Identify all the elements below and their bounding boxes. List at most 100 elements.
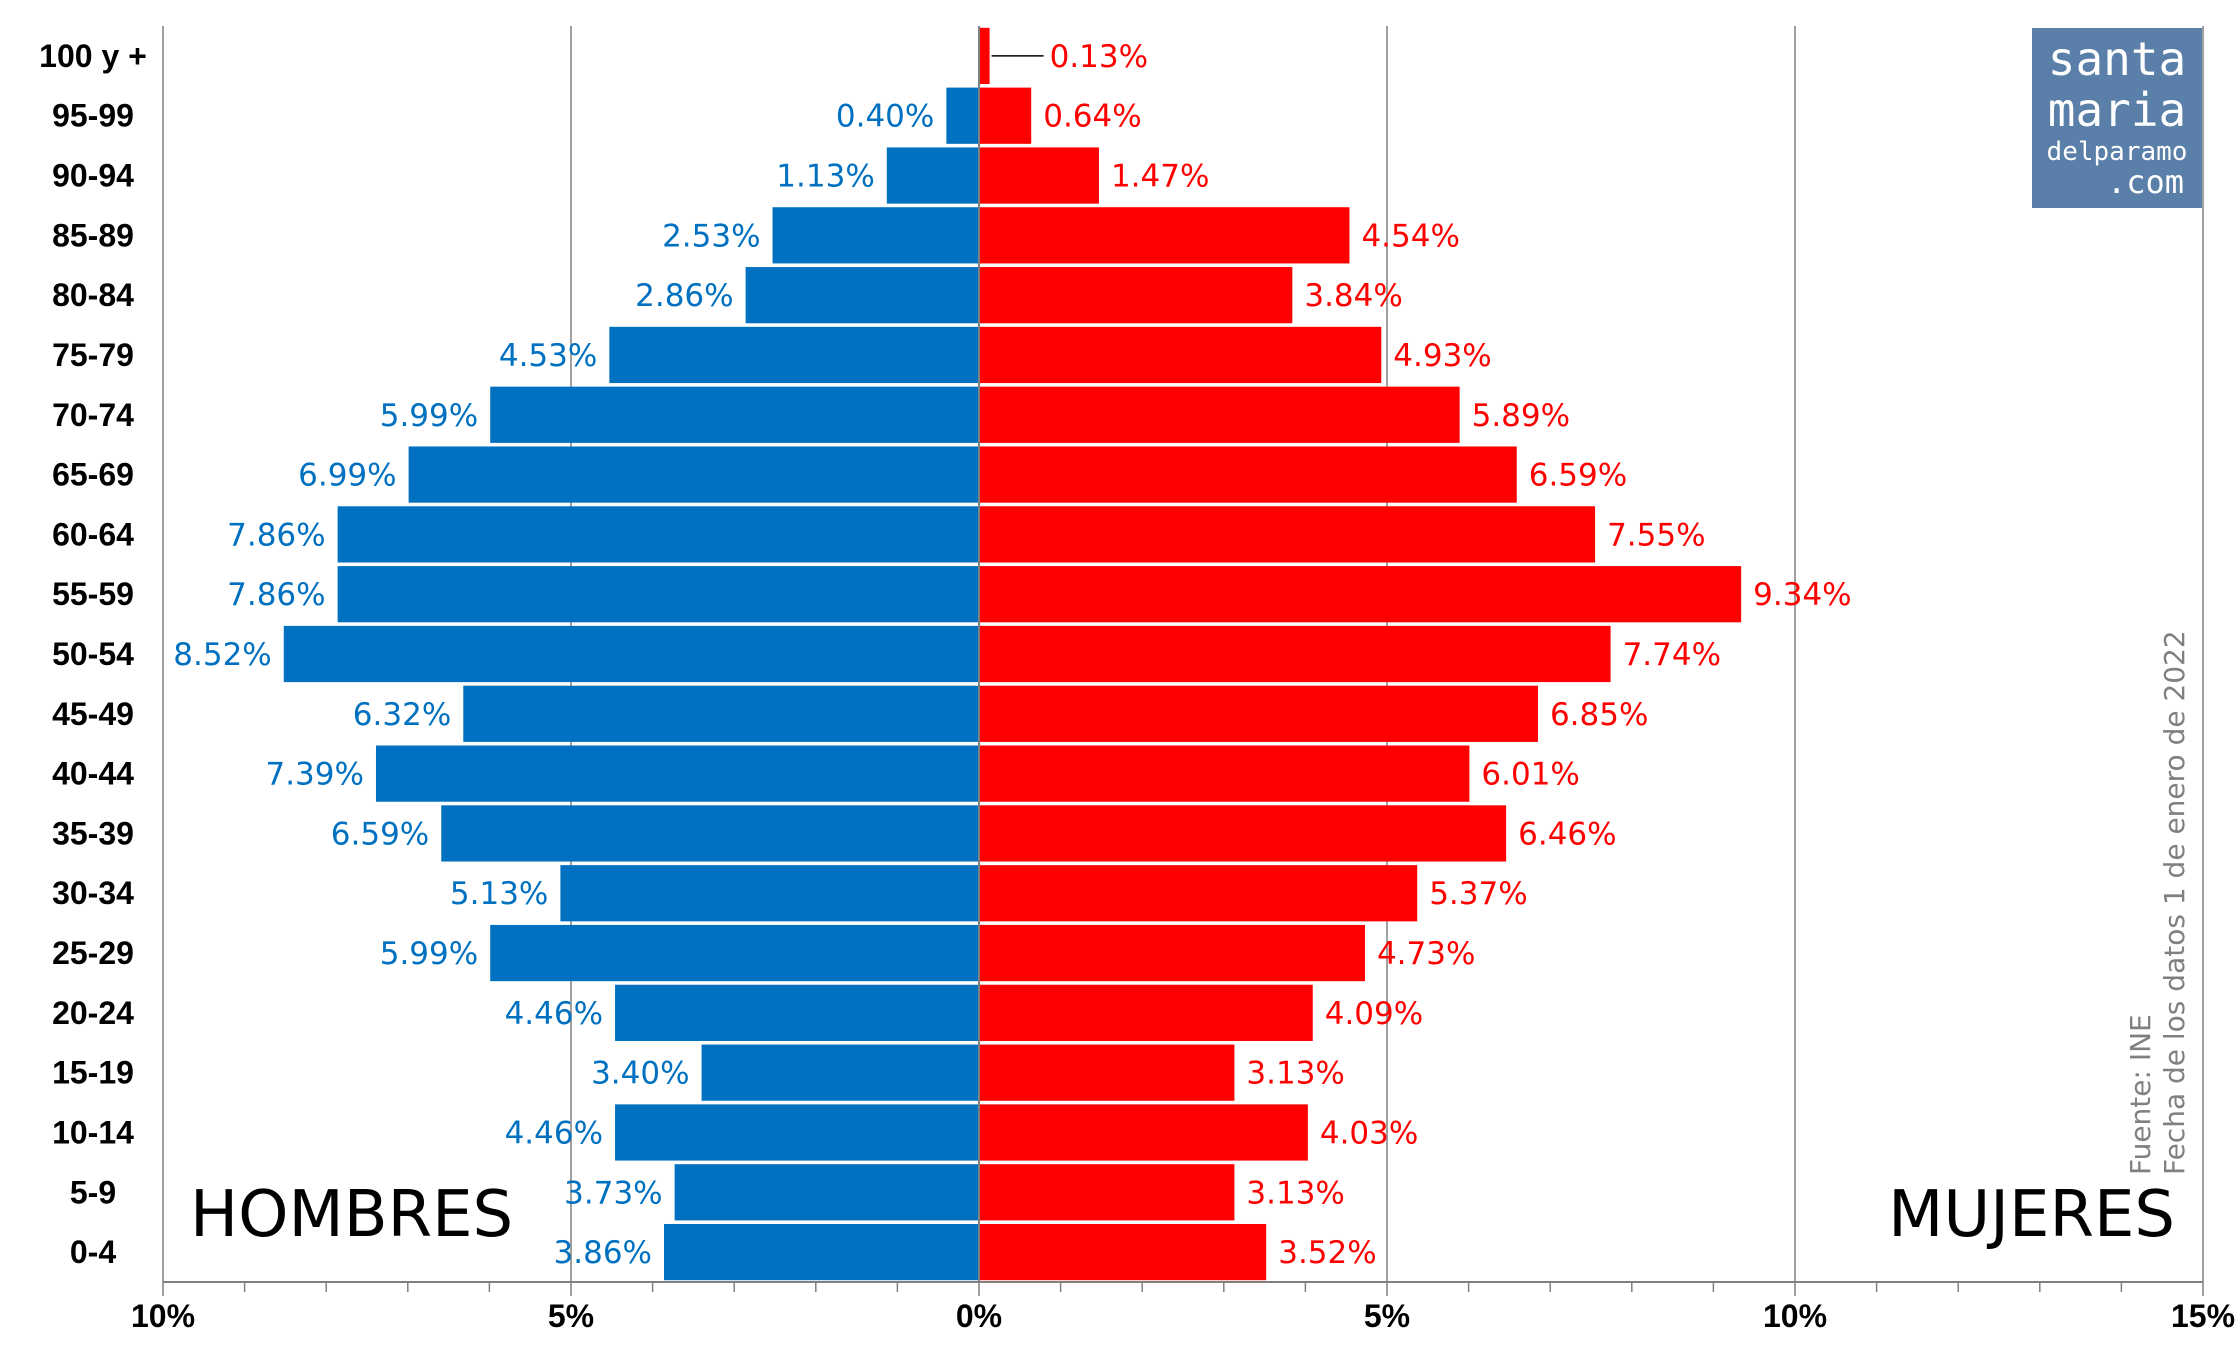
- logo-line-4: .com: [2107, 163, 2184, 201]
- site-logo: santa maria delparamo .com: [2032, 28, 2202, 208]
- axis-layer: [162, 26, 2204, 1296]
- category-label-6: 70-74: [52, 397, 134, 433]
- data-label-mujeres-0: 0.13%: [1050, 39, 1148, 75]
- labels-layer: 10% 5% 0% 5% 10% 15% 100 y + 95-99 90-94 85-89 80-…: [39, 38, 2235, 1334]
- category-label-14: 30-34: [52, 875, 134, 911]
- bar-mujeres-80-84: [979, 267, 1293, 324]
- bar-hombres-20-24: [615, 984, 979, 1041]
- x-tick-label-3: 5%: [1364, 1298, 1410, 1334]
- data-label-mujeres-9: 9.34%: [1753, 577, 1851, 613]
- data-label-mujeres-1: 0.64%: [1043, 99, 1141, 135]
- data-label-mujeres-12: 6.01%: [1481, 757, 1579, 793]
- data-label-hombres-11: 6.32%: [353, 697, 451, 733]
- data-label-hombres-1: 0.40%: [836, 99, 934, 135]
- data-label-mujeres-8: 7.55%: [1607, 517, 1705, 553]
- bar-mujeres-70-74: [979, 386, 1460, 443]
- bar-hombres-45-49: [463, 685, 980, 742]
- data-label-hombres-14: 5.13%: [450, 876, 548, 912]
- bars-layer: [283, 27, 1742, 1281]
- data-label-hombres-18: 4.46%: [505, 1115, 603, 1151]
- data-label-mujeres-6: 5.89%: [1472, 398, 1570, 434]
- bar-mujeres-25-29: [979, 924, 1365, 982]
- logo-line-1: santa: [2048, 32, 2186, 86]
- category-label-17: 15-19: [52, 1055, 134, 1091]
- data-label-mujeres-4: 3.84%: [1304, 278, 1402, 314]
- bar-mujeres-65-69: [979, 446, 1517, 503]
- category-label-20: 0-4: [70, 1234, 116, 1270]
- data-label-hombres-15: 5.99%: [380, 936, 478, 972]
- data-label-mujeres-17: 3.13%: [1246, 1056, 1344, 1092]
- data-label-mujeres-16: 4.09%: [1325, 996, 1423, 1032]
- category-label-11: 45-49: [52, 696, 134, 732]
- data-label-hombres-6: 5.99%: [380, 398, 478, 434]
- data-label-hombres-8: 7.86%: [227, 517, 325, 553]
- bar-mujeres-5-9: [979, 1164, 1235, 1221]
- category-label-8: 60-64: [52, 516, 134, 552]
- bar-mujeres-55-59: [979, 566, 1742, 623]
- bar-mujeres-45-49: [979, 685, 1538, 742]
- bar-mujeres-85-89: [979, 207, 1350, 264]
- data-label-mujeres-20: 3.52%: [1278, 1235, 1376, 1271]
- source-line-1: Fuente: INE: [2124, 1014, 2157, 1175]
- data-label-mujeres-15: 4.73%: [1377, 936, 1475, 972]
- bar-mujeres-35-39: [979, 805, 1507, 862]
- data-label-mujeres-14: 5.37%: [1429, 876, 1527, 912]
- logo-line-3: delparamo: [2047, 137, 2188, 167]
- bar-mujeres-10-14: [979, 1104, 1308, 1161]
- bar-mujeres-75-79: [979, 326, 1382, 384]
- data-label-mujeres-11: 6.85%: [1550, 697, 1648, 733]
- category-label-12: 40-44: [52, 756, 134, 792]
- data-label-hombres-4: 2.86%: [635, 278, 733, 314]
- data-label-hombres-17: 3.40%: [591, 1056, 689, 1092]
- bar-hombres-5-9: [674, 1164, 979, 1221]
- source-line-2: Fecha de los datos 1 de enero de 2022: [2158, 630, 2191, 1175]
- data-label-hombres-5: 4.53%: [499, 338, 597, 374]
- data-label-hombres-2: 1.13%: [776, 159, 874, 195]
- bar-mujeres-90-94: [979, 147, 1099, 204]
- data-label-mujeres-18: 4.03%: [1320, 1115, 1418, 1151]
- bar-hombres-90-94: [886, 147, 979, 204]
- data-label-mujeres-2: 1.47%: [1111, 159, 1209, 195]
- bar-hombres-75-79: [609, 326, 979, 384]
- bar-hombres-0-4: [664, 1223, 979, 1281]
- category-label-16: 20-24: [52, 995, 134, 1031]
- category-label-2: 90-94: [52, 158, 134, 194]
- data-label-hombres-12: 7.39%: [265, 757, 363, 793]
- data-label-hombres-16: 4.46%: [505, 996, 603, 1032]
- bar-mujeres-40-44: [979, 745, 1470, 802]
- data-label-mujeres-19: 3.13%: [1246, 1175, 1344, 1211]
- category-label-19: 5-9: [70, 1174, 116, 1210]
- legend-hombres: HOMBRES: [190, 1178, 513, 1252]
- bar-mujeres-95-99: [979, 87, 1032, 144]
- category-label-13: 35-39: [52, 815, 134, 851]
- bar-hombres-55-59: [337, 566, 979, 623]
- bar-hombres-10-14: [615, 1104, 979, 1161]
- legend-mujeres: MUJERES: [1888, 1178, 2175, 1252]
- category-label-7: 65-69: [52, 457, 134, 493]
- logo-line-2: maria: [2048, 83, 2186, 137]
- category-label-1: 95-99: [52, 98, 134, 134]
- x-tick-label-2: 0%: [956, 1298, 1002, 1334]
- x-tick-label-1: 5%: [548, 1298, 594, 1334]
- data-label-hombres-19: 3.73%: [564, 1175, 662, 1211]
- logo-background: [2032, 28, 2202, 208]
- bar-hombres-40-44: [375, 745, 979, 802]
- x-tick-label-5: 15%: [2171, 1298, 2235, 1334]
- bar-hombres-70-74: [490, 386, 979, 443]
- category-label-3: 85-89: [52, 217, 134, 253]
- data-label-hombres-7: 6.99%: [298, 458, 396, 494]
- bar-mujeres-50-54: [979, 625, 1611, 683]
- bar-mujeres-15-19: [979, 1044, 1235, 1101]
- data-label-hombres-20: 3.86%: [554, 1235, 652, 1271]
- bar-mujeres-30-34: [979, 865, 1418, 922]
- x-tick-label-4: 10%: [1763, 1298, 1827, 1334]
- bar-hombres-60-64: [337, 506, 979, 563]
- category-label-15: 25-29: [52, 935, 134, 971]
- bar-hombres-65-69: [408, 446, 980, 503]
- data-label-hombres-3: 2.53%: [662, 218, 760, 254]
- bar-hombres-25-29: [490, 924, 979, 982]
- category-label-5: 75-79: [52, 337, 134, 373]
- data-label-hombres-13: 6.59%: [331, 816, 429, 852]
- category-label-18: 10-14: [52, 1114, 134, 1150]
